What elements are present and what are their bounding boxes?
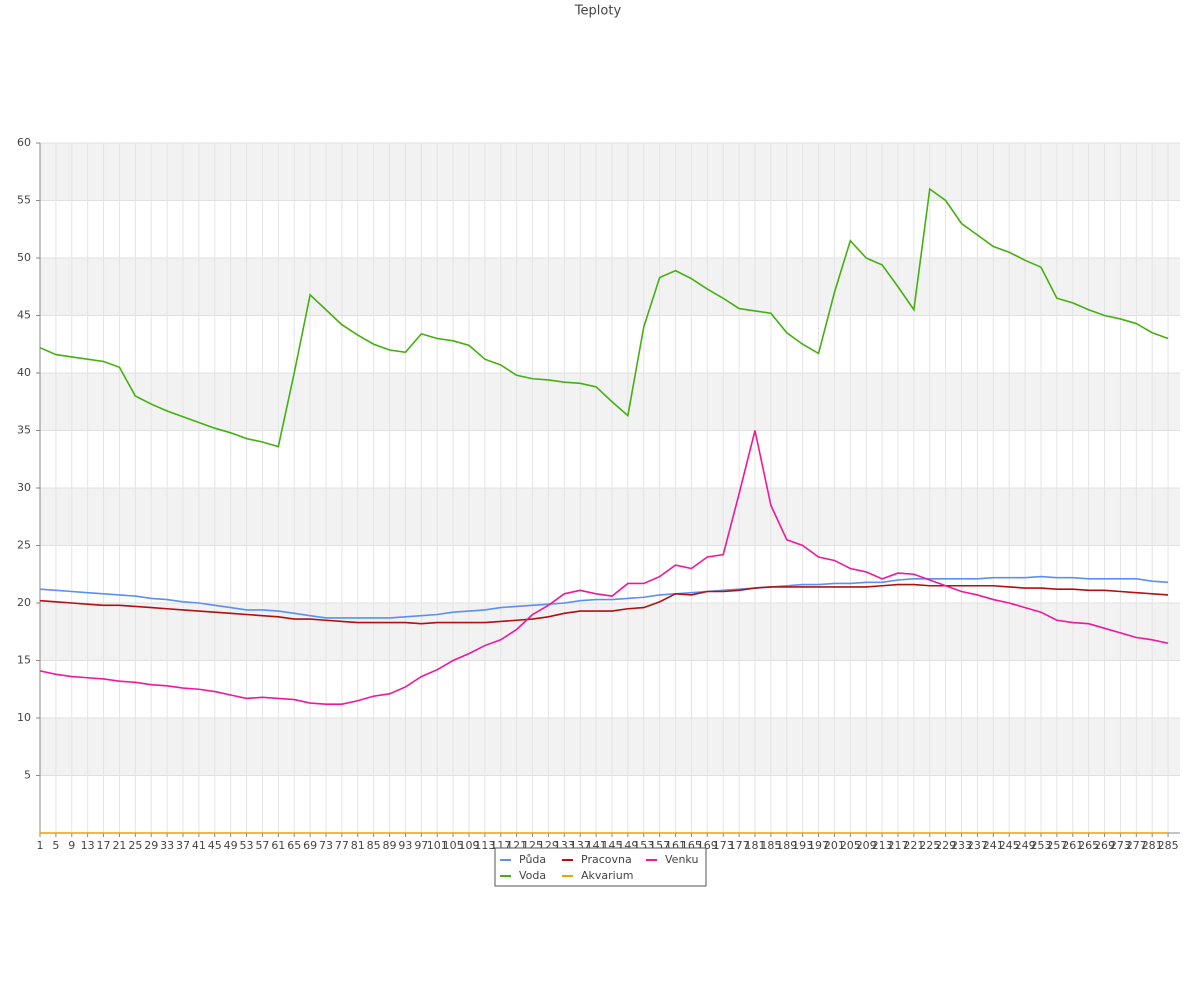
x-tick-label: 65 [287,839,301,852]
x-tick-label: 1 [37,839,44,852]
series-line [39,583,1169,625]
legend-label: Akvarium [581,869,633,882]
x-tick-label: 5 [52,839,59,852]
x-tick-label: 241 [983,839,1004,852]
x-tick-label: 197 [808,839,829,852]
x-tick-label: 173 [713,839,734,852]
x-tick-label: 53 [240,839,254,852]
series-line [39,187,1169,448]
legend-label: Venku [665,853,698,866]
chart-title: Teploty [574,4,622,19]
x-tick-label: 109 [458,839,479,852]
y-tick-label: 50 [17,251,31,264]
band [40,143,1180,201]
y-tick-label: 35 [17,424,31,437]
x-tick-label: 105 [443,839,464,852]
x-tick-label: 285 [1158,839,1179,852]
x-tick-label: 249 [1015,839,1036,852]
x-tick-label: 97 [414,839,428,852]
bands [40,143,1180,776]
x-tick-label: 201 [824,839,845,852]
x-tick-label: 229 [935,839,956,852]
y-tick-label: 60 [17,136,31,149]
x-tick-label: 9 [68,839,75,852]
x-tick-label: 77 [335,839,349,852]
legend: Půda Pracovna Venku Voda Akvarium [500,853,698,882]
x-tick-label: 13 [81,839,95,852]
y-tick-label: 55 [17,194,31,207]
x-tick-label: 209 [856,839,877,852]
x-tick-label: 41 [192,839,206,852]
x-tick-label: 17 [97,839,111,852]
x-tick-label: 205 [840,839,861,852]
y-tick-label: 45 [17,309,31,322]
y-tick-label: 10 [17,711,31,724]
x-tick-label: 217 [887,839,908,852]
x-tick-label: 73 [319,839,333,852]
band [40,488,1180,546]
x-tick-label: 273 [1110,839,1131,852]
x-tick-label: 225 [919,839,940,852]
x-tick-label: 37 [176,839,190,852]
x-tick-label: 189 [776,839,797,852]
x-tick-label: 277 [1126,839,1147,852]
x-tick-label: 181 [744,839,765,852]
y-tick-label: 20 [17,596,31,609]
x-tick-label: 177 [729,839,750,852]
x-tick-label: 261 [1062,839,1083,852]
x-tick-label: 25 [128,839,142,852]
series-line [39,575,1169,619]
x-tick-label: 29 [144,839,158,852]
x-tick-label: 257 [1046,839,1067,852]
x-tick-label: 89 [383,839,397,852]
x-tick-label: 113 [474,839,495,852]
x-tick-label: 49 [224,839,238,852]
series-line [39,430,1169,705]
x-tick-label: 57 [255,839,269,852]
x-tick-label: 221 [903,839,924,852]
legend-label: Půda [519,853,546,866]
band [40,373,1180,431]
y-tick-label: 5 [24,769,31,782]
y-tick-label: 15 [17,654,31,667]
x-tick-label: 21 [112,839,126,852]
x-tick-label: 85 [367,839,381,852]
band [40,718,1180,776]
band [40,258,1180,316]
x-tick-label: 45 [208,839,222,852]
y-tick-label: 25 [17,539,31,552]
x-tick-label: 253 [1030,839,1051,852]
legend-box [494,847,707,887]
y-tick-label: 40 [17,366,31,379]
legend-label: Pracovna [581,853,632,866]
x-tick-label: 185 [760,839,781,852]
x-tick-label: 281 [1142,839,1163,852]
x-tick-label: 101 [427,839,448,852]
x-tick-label: 81 [351,839,365,852]
x-tick-label: 237 [967,839,988,852]
x-tick-label: 265 [1078,839,1099,852]
x-tick-label: 193 [792,839,813,852]
x-tick-label: 69 [303,839,317,852]
x-tick-label: 269 [1094,839,1115,852]
x-tick-label: 213 [872,839,893,852]
x-tick-label: 245 [999,839,1020,852]
x-tick-label: 233 [951,839,972,852]
x-tick-label: 93 [398,839,412,852]
x-tick-label: 33 [160,839,174,852]
lines [39,187,1169,834]
y-tick-label: 30 [17,481,31,494]
legend-label: Voda [519,869,546,882]
x-tick-label: 61 [271,839,285,852]
